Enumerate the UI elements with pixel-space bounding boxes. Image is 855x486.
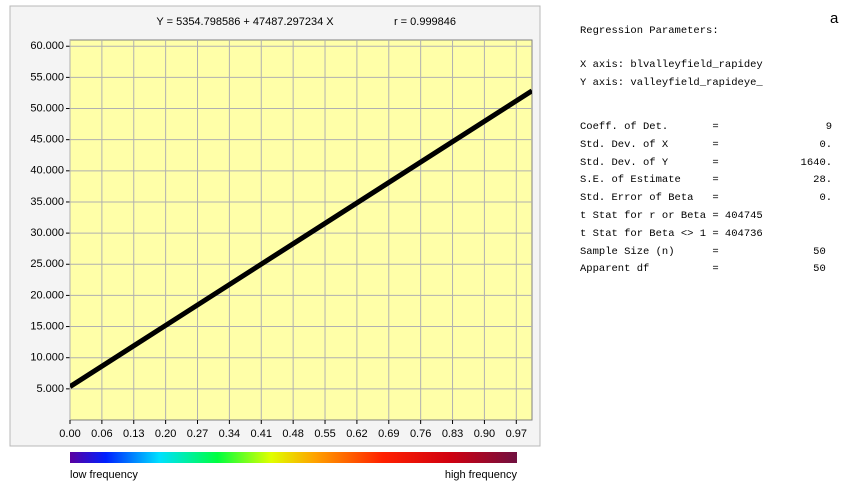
- x-tick-label: 0.97: [506, 428, 527, 440]
- x-tick-label: 0.34: [219, 428, 240, 440]
- chart-title: Y = 5354.798586 + 47487.297234 X: [156, 16, 334, 28]
- parameter-row: Std. Error of Beta = 0.: [580, 192, 833, 205]
- x-tick-label: 0.69: [378, 428, 399, 440]
- y-tick-label: 35.000: [30, 196, 64, 208]
- parameter-row: Sample Size (n) = 50: [580, 245, 826, 258]
- y-tick-label: 55.000: [30, 71, 64, 83]
- parameter-row: t Stat for Beta <> 1 = 404736: [580, 227, 763, 240]
- colorbar-high-label: high frequency: [445, 469, 518, 481]
- corner-label: a: [830, 10, 839, 27]
- regression-line: [70, 88, 532, 389]
- parameters-title: Regression Parameters:: [580, 25, 719, 37]
- axis-name: Y axis: valleyfield_rapideye_: [580, 76, 763, 89]
- parameter-row: Std. Dev. of X = 0.: [580, 138, 833, 151]
- parameter-row: S.E. of Estimate = 28.: [580, 174, 833, 187]
- x-tick-label: 0.55: [314, 428, 335, 440]
- parameter-row: Apparent df = 50: [580, 263, 826, 276]
- x-tick-label: 0.41: [251, 428, 272, 440]
- x-tick-label: 0.06: [91, 428, 112, 440]
- x-tick-label: 0.62: [346, 428, 367, 440]
- y-tick-label: 20.000: [30, 289, 64, 301]
- chart-subtitle: r = 0.999846: [394, 16, 456, 28]
- y-tick-label: 50.000: [30, 102, 64, 114]
- parameter-row: Coeff. of Det. = 9: [580, 121, 833, 133]
- parameter-row: t Stat for r or Beta = 404745: [580, 210, 763, 222]
- plot-area: [69, 39, 533, 421]
- x-tick-label: 0.48: [282, 428, 303, 440]
- x-tick-label: 0.00: [59, 428, 80, 440]
- x-tick-label: 0.27: [187, 428, 208, 440]
- chart: Y = 5354.798586 + 47487.297234 X r = 0.9…: [9, 5, 541, 481]
- y-tick-label: 5.000: [36, 383, 64, 395]
- x-tick-label: 0.20: [155, 428, 176, 440]
- y-tick-label: 60.000: [30, 40, 64, 52]
- regression-parameters: Regression Parameters: X axis: blvalleyfi…: [580, 0, 855, 486]
- y-tick-label: 25.000: [30, 258, 64, 270]
- series-group: [70, 88, 532, 389]
- y-tick-label: 45.000: [30, 134, 64, 146]
- x-tick-label: 0.90: [474, 428, 495, 440]
- frequency-colorbar: [70, 452, 517, 463]
- x-tick-label: 0.13: [123, 428, 144, 440]
- y-tick-label: 40.000: [30, 165, 64, 177]
- y-tick-label: 10.000: [30, 352, 64, 364]
- x-tick-label: 0.83: [442, 428, 463, 440]
- x-tick-label: 0.76: [410, 428, 431, 440]
- colorbar-low-label: low frequency: [70, 469, 138, 481]
- parameter-row: Std. Dev. of Y = 1640.: [580, 156, 833, 169]
- y-tick-label: 30.000: [30, 227, 64, 239]
- y-tick-label: 15.000: [30, 320, 64, 332]
- axis-name: X axis: blvalleyfield_rapidey: [580, 59, 763, 71]
